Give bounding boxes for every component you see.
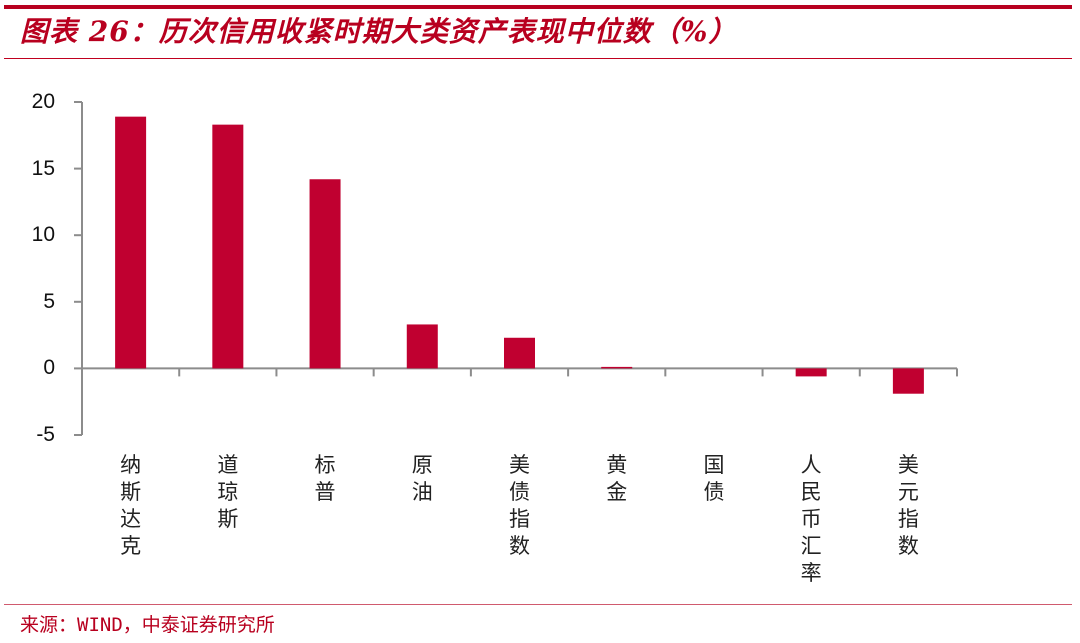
bar-chart: 20 15 10 5 0 -5 纳 斯 达 克 道 琼 斯 标 普 原 油 美 债 指 数 黄 金 国… bbox=[0, 60, 1080, 600]
y-tick-label: 20 bbox=[31, 90, 55, 113]
y-tick-label: 0 bbox=[43, 356, 55, 380]
y-tick-label: 10 bbox=[31, 223, 55, 247]
y-tick-label: -5 bbox=[36, 423, 55, 446]
bar bbox=[309, 179, 341, 369]
x-category-label: 标 普 bbox=[314, 453, 336, 504]
x-category-label: 美 元 指 数 bbox=[897, 453, 919, 558]
x-category-label: 美 债 指 数 bbox=[509, 453, 530, 558]
x-category-label: 纳 斯 达 克 bbox=[120, 453, 142, 558]
x-category-label: 人 民 币 汇 率 bbox=[800, 453, 822, 585]
source-note: 来源：WIND，中泰证券研究所 bbox=[20, 614, 275, 636]
bar bbox=[795, 368, 827, 377]
bar bbox=[406, 324, 438, 369]
bar bbox=[212, 124, 244, 369]
y-tick-label: 5 bbox=[43, 289, 55, 313]
bar bbox=[504, 337, 535, 369]
title-divider bbox=[4, 58, 1072, 59]
y-tick-label: 15 bbox=[31, 156, 55, 180]
chart-plot-area bbox=[74, 101, 958, 436]
chart-title: 图表 26：历次信用收紧时期大类资产表现中位数（%） bbox=[20, 15, 738, 48]
bar bbox=[601, 366, 633, 369]
bar bbox=[892, 368, 924, 394]
x-category-label: 原 油 bbox=[411, 453, 433, 504]
x-category-label: 道 琼 斯 bbox=[217, 453, 239, 531]
bar bbox=[115, 116, 147, 369]
x-category-label: 黄 金 bbox=[606, 453, 628, 504]
top-rule bbox=[4, 5, 1072, 9]
footer-divider bbox=[4, 604, 1072, 605]
x-category-label: 国 债 bbox=[703, 453, 725, 504]
